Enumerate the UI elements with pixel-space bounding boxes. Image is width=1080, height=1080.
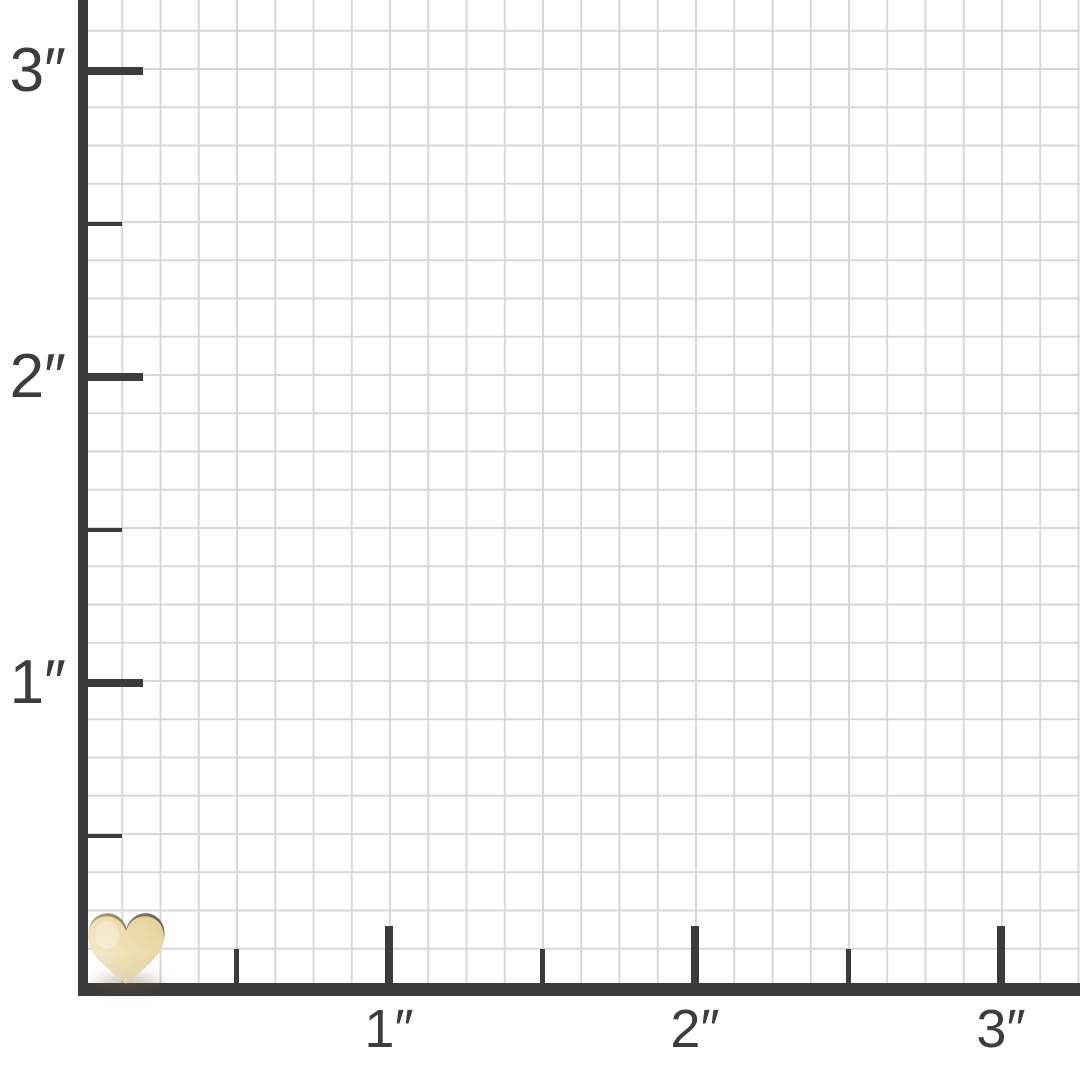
x-axis-label: 2″: [670, 999, 720, 1059]
y-axis-label: 1″: [9, 648, 66, 717]
y-axis-major-tick: [78, 679, 143, 687]
x-axis-major-tick: [691, 926, 699, 983]
x-axis-minor-tick: [846, 949, 851, 983]
x-axis-minor-tick: [234, 949, 239, 983]
x-axis-major-tick: [385, 926, 393, 983]
gold-heart-charm-icon: [87, 911, 165, 985]
y-axis-label: 3″: [9, 36, 66, 105]
y-axis-major-tick: [78, 373, 143, 381]
y-axis-minor-tick: [78, 528, 122, 532]
y-axis-label: 2″: [9, 342, 66, 411]
x-axis-label: 1″: [364, 999, 414, 1059]
y-axis-minor-tick: [78, 222, 122, 226]
y-axis-line: [78, 0, 88, 996]
y-axis-major-tick: [78, 67, 143, 75]
x-axis-minor-tick: [540, 949, 545, 983]
x-axis-line: [78, 983, 1080, 996]
measurement-grid: [83, 0, 1080, 986]
y-axis-minor-tick: [78, 834, 122, 838]
x-axis-label: 3″: [976, 999, 1026, 1059]
x-axis-major-tick: [997, 926, 1005, 983]
